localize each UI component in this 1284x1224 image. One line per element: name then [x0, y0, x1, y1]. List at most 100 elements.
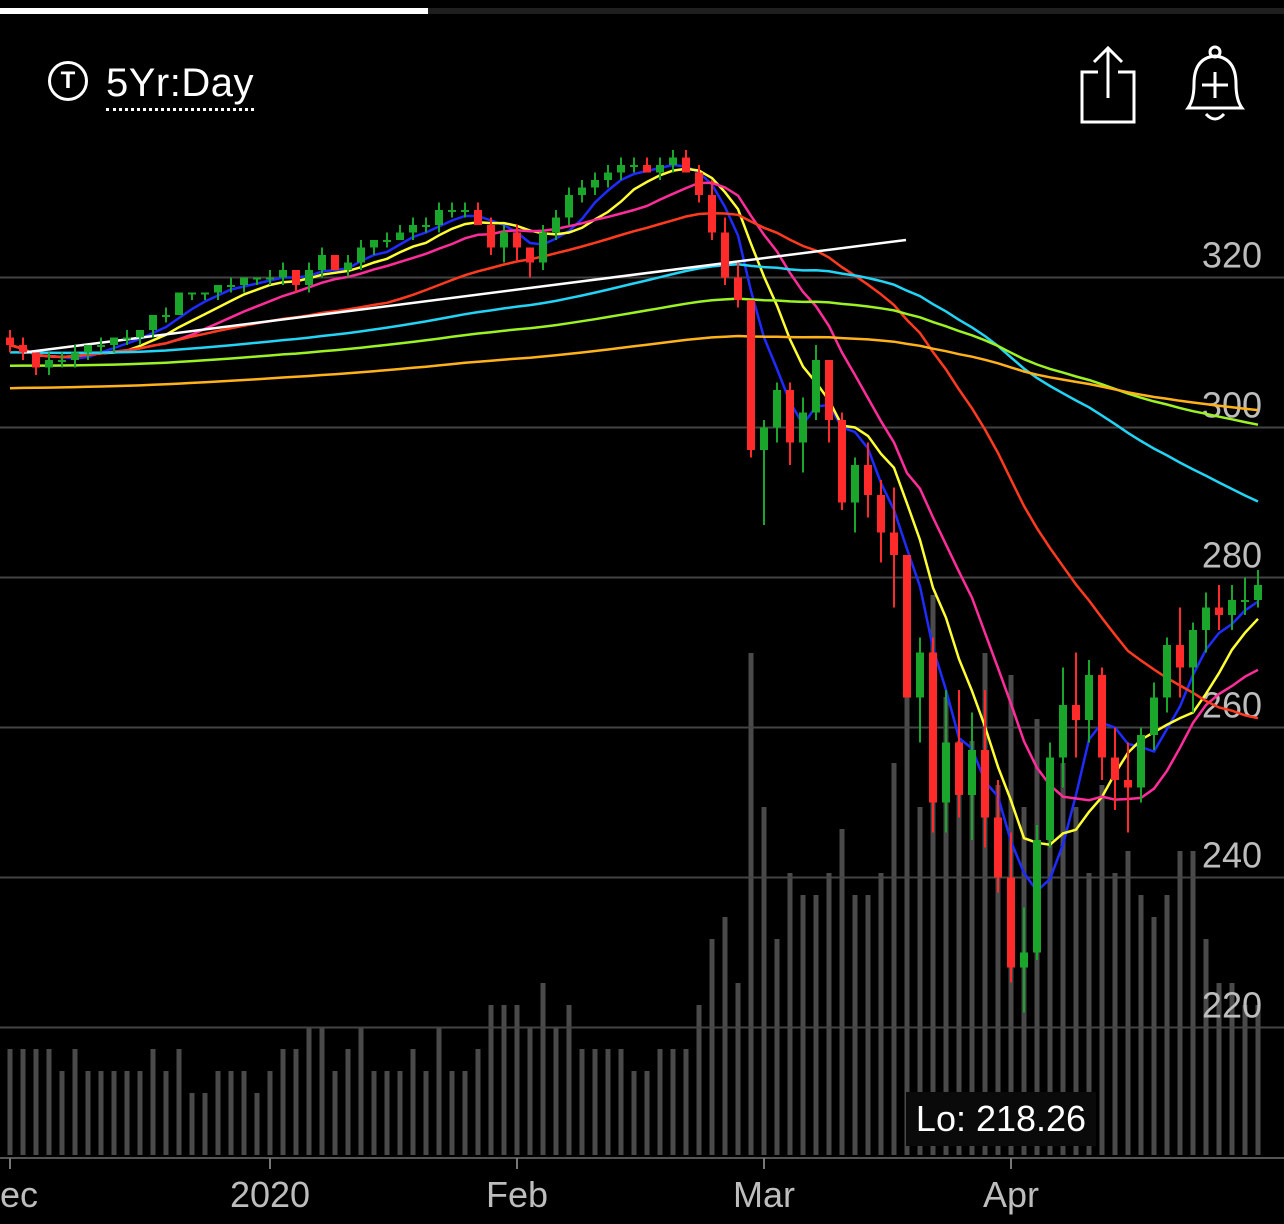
volume-bar — [1151, 917, 1157, 1155]
volume-bar — [1216, 983, 1222, 1155]
candle-body — [422, 225, 430, 227]
volume-bar — [514, 1005, 520, 1155]
candle-body — [344, 262, 352, 270]
volume-bar — [488, 1005, 494, 1155]
candle-body — [175, 292, 183, 315]
candle-body — [630, 165, 638, 167]
bell-plus-icon[interactable] — [1178, 42, 1252, 128]
story-progress-fill — [0, 8, 428, 14]
volume-bar — [566, 1005, 572, 1155]
volume-bar — [696, 1005, 702, 1155]
candle-body — [318, 255, 326, 270]
volume-bar — [137, 1071, 143, 1155]
volume-bar — [267, 1071, 273, 1155]
volume-bar — [930, 595, 936, 1155]
candle-body — [448, 210, 456, 212]
story-progress-bar — [0, 8, 1284, 14]
candle-body — [19, 345, 27, 353]
candle-body — [1176, 645, 1184, 668]
volume-bar — [254, 1093, 260, 1155]
volume-bar — [605, 1049, 611, 1155]
volume-bar — [956, 741, 962, 1155]
volume-bar — [722, 917, 728, 1155]
candle-body — [747, 300, 755, 450]
volume-bar — [917, 807, 923, 1155]
candle-body — [162, 315, 170, 317]
candle-body — [578, 187, 586, 195]
volume-bar — [189, 1093, 195, 1155]
x-tick-label: Feb — [486, 1174, 548, 1215]
candle-body — [890, 532, 898, 555]
candle-body — [981, 750, 989, 818]
volume-bar — [1255, 1005, 1261, 1155]
volume-bar — [215, 1071, 221, 1155]
candle-body — [786, 390, 794, 443]
volume-bar — [280, 1049, 286, 1155]
volume-bar — [384, 1071, 390, 1155]
candle-body — [84, 345, 92, 353]
candle-body — [1137, 735, 1145, 788]
candle-body — [825, 360, 833, 420]
candle-body — [799, 412, 807, 443]
x-tick-label: Mar — [733, 1174, 795, 1215]
candle-body — [474, 210, 482, 225]
volume-bar — [631, 1071, 637, 1155]
timeframe-selector[interactable]: 5Yr:Day — [106, 60, 254, 111]
volume-bar — [72, 1049, 78, 1155]
trendline — [23, 238, 907, 354]
candle-body — [305, 270, 313, 285]
volume-bar — [111, 1071, 117, 1155]
candle-body — [773, 390, 781, 428]
volume-bar — [7, 1049, 13, 1155]
candle-body — [591, 180, 599, 188]
candle-body — [1072, 705, 1080, 720]
volume-bar — [1125, 851, 1131, 1155]
volume-bar — [358, 1027, 364, 1155]
candle-body — [188, 292, 196, 295]
candle-body — [565, 195, 573, 218]
candle-body — [435, 210, 443, 225]
volume-bar — [1138, 895, 1144, 1155]
volume-bar — [683, 1049, 689, 1155]
moving-average-line — [9, 212, 1259, 720]
volume-bar — [98, 1071, 104, 1155]
volume-bar — [826, 873, 832, 1155]
candle-body — [123, 337, 131, 340]
candle-body — [1215, 607, 1223, 615]
volume-bar — [1073, 807, 1079, 1155]
candle-body — [526, 247, 534, 263]
candle-body — [45, 360, 53, 368]
volume-bar — [462, 1071, 468, 1155]
x-tick-label: 2020 — [230, 1174, 310, 1215]
candle-body — [149, 315, 157, 330]
candle-body — [1163, 645, 1171, 698]
volume-bar — [904, 697, 910, 1155]
timeframe-icon[interactable]: T — [48, 61, 88, 101]
candle-body — [1189, 630, 1197, 668]
candle-body — [864, 465, 872, 495]
volume-bar — [1203, 939, 1209, 1155]
volume-bar — [150, 1049, 156, 1155]
moving-average-line — [9, 297, 1259, 426]
candle-body — [708, 195, 716, 233]
volume-bar — [748, 653, 754, 1155]
candle-body — [32, 352, 40, 368]
candle-body — [539, 232, 547, 263]
volume-bar — [397, 1071, 403, 1155]
volume-bar — [176, 1049, 182, 1155]
volume-bar — [644, 1071, 650, 1155]
candle-body — [877, 495, 885, 533]
moving-average-line — [10, 263, 1259, 503]
candle-body — [1241, 600, 1249, 602]
candle-body — [812, 360, 820, 413]
share-icon[interactable] — [1078, 42, 1138, 126]
volume-bar — [293, 1049, 299, 1155]
volume-bar — [761, 807, 767, 1155]
candle-body — [604, 172, 612, 180]
candle-body — [370, 240, 378, 248]
candle-body — [851, 465, 859, 503]
volume-bar — [878, 873, 884, 1155]
volume-bar — [1112, 873, 1118, 1155]
volume-bar — [540, 983, 546, 1155]
